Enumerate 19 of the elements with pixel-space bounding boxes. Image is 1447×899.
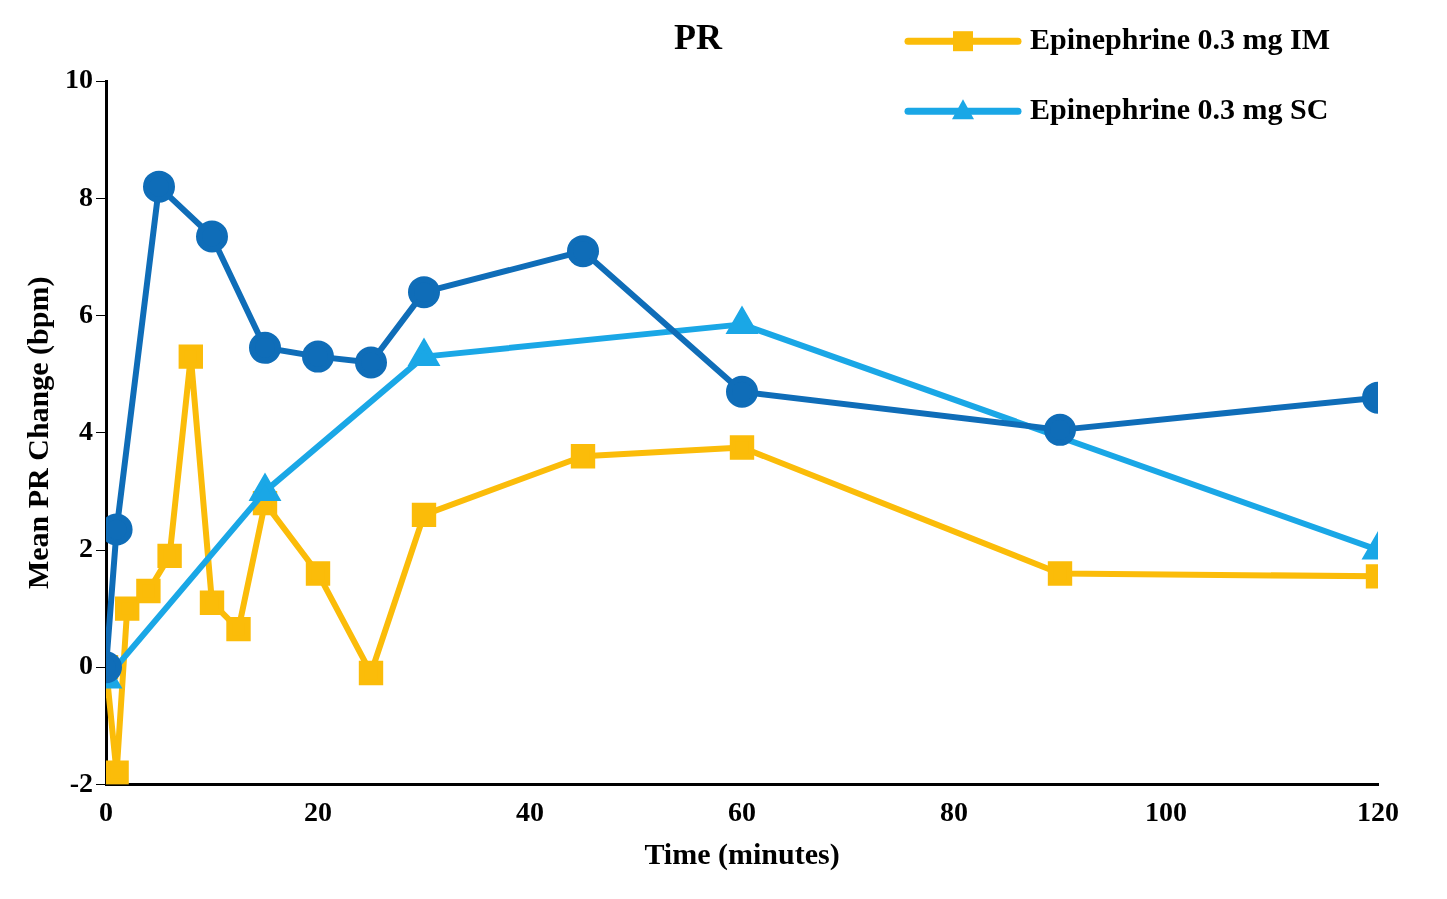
y-tick-label: 8 <box>79 180 93 212</box>
x-tick-label: 40 <box>516 796 544 828</box>
x-tick-label: 60 <box>728 796 756 828</box>
chart-title: PR <box>674 16 723 57</box>
x-tick-label: 20 <box>304 796 332 828</box>
y-tick-label: -2 <box>69 766 93 798</box>
x-tick-label: 120 <box>1357 796 1399 828</box>
legend-label: Epinephrine 0.3 mg SC <box>1030 91 1329 125</box>
y-axis-title: Mean PR Change (bpm) <box>20 276 55 590</box>
y-tick-label: 4 <box>79 415 93 447</box>
y-tick-label: 2 <box>79 532 93 564</box>
y-tick-label: 6 <box>79 297 93 329</box>
y-tick-label: 0 <box>79 649 93 681</box>
x-tick-label: 80 <box>940 796 968 828</box>
x-axis-title: Time (minutes) <box>644 836 840 871</box>
y-tick-label: 10 <box>65 63 93 95</box>
x-tick-label: 0 <box>99 796 113 828</box>
x-tick-label: 100 <box>1145 796 1187 828</box>
legend-label: Epinephrine 0.3 mg IM <box>1030 21 1331 55</box>
